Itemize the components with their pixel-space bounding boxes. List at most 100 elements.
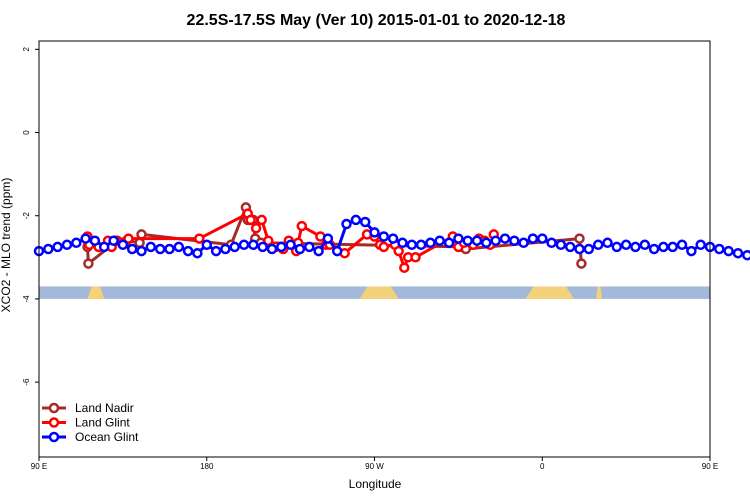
legend-label: Land Nadir (75, 401, 134, 415)
ocean-glint-point (415, 239, 427, 251)
land-region (359, 286, 399, 299)
ocean-glint-point (518, 237, 529, 249)
series-ocean-glint (33, 214, 750, 261)
ocean-glint-point (406, 239, 418, 251)
ocean-glint-point (136, 245, 147, 257)
ocean-glint-point (499, 233, 511, 244)
x-tick-label: 90 E (702, 462, 718, 471)
ocean-glint-point (359, 216, 371, 228)
ocean-glint-point (574, 243, 585, 255)
ocean-glint-point (732, 247, 744, 259)
land-glint-point (393, 245, 404, 257)
y-axis: 2 0 -2 -4 -6 (22, 47, 39, 386)
ocean-glint-point (164, 243, 175, 255)
land-glint-point (378, 241, 390, 253)
ocean-glint-point (462, 235, 473, 246)
ocean-glint-point (313, 245, 324, 257)
land-glint-point (263, 235, 274, 246)
ocean-glint-point (658, 241, 669, 253)
land-nadir-point (576, 258, 587, 269)
ocean-glint-point (378, 231, 390, 242)
ocean-glint-point (630, 241, 641, 253)
legend-swatch-marker (48, 417, 60, 428)
legend-swatch-marker (48, 402, 60, 414)
legend-swatch-marker (48, 431, 60, 443)
ocean-glint-point (509, 235, 520, 246)
ocean-glint-point (527, 233, 539, 244)
ocean-glint-point (546, 237, 557, 249)
land-glint-point (194, 233, 205, 244)
ocean-glint-point (723, 245, 734, 257)
legend-item-land-glint: Land Glint (42, 416, 130, 430)
ocean-glint-point (294, 243, 306, 255)
x-tick-label: 90 W (365, 462, 384, 471)
ocean-glint-point (434, 235, 445, 246)
ocean-glint-point (248, 239, 259, 251)
ocean-glint-point (583, 243, 595, 255)
ocean-glint-point (220, 243, 231, 255)
ocean-glint-point (350, 214, 362, 226)
ocean-glint-point (238, 239, 250, 251)
land-glint-point (296, 220, 308, 232)
y-tick-label: -2 (22, 212, 31, 220)
ocean-glint-point (602, 237, 613, 249)
land-region (596, 286, 602, 299)
land-glint-point (123, 233, 134, 244)
y-tick-label: -4 (22, 295, 31, 303)
legend-item-ocean-glint: Ocean Glint (42, 430, 139, 444)
ocean-glint-point (192, 247, 203, 259)
ocean-glint-point (742, 249, 750, 261)
ocean-glint-point (639, 239, 651, 251)
x-tick-label: 180 (200, 462, 214, 471)
ocean-glint-point (331, 245, 343, 257)
land-glint-point (250, 222, 262, 234)
land-nadir-point (83, 258, 94, 269)
ocean-glint-point (257, 241, 268, 253)
land-nadir-point (574, 233, 585, 244)
ocean-glint-point (620, 239, 632, 251)
ocean-glint-point (61, 239, 73, 251)
ocean-glint-point (341, 218, 352, 230)
ocean-glint-point (695, 239, 706, 251)
series-layer (33, 202, 750, 273)
ocean-glint-point (592, 239, 604, 251)
land-glint-point (256, 214, 267, 226)
ocean-glint-point (453, 233, 464, 244)
y-axis-label: XCO2 - MLO trend (ppm) (0, 178, 13, 313)
ocean-glint-point (564, 241, 576, 253)
ocean-glint-point (98, 241, 110, 253)
land-glint-point (399, 262, 410, 273)
x-tick-label: 90 E (31, 462, 47, 471)
ocean-glint-point (43, 243, 54, 255)
ocean-glint-point (555, 239, 567, 251)
ocean-glint-point (686, 245, 697, 257)
ocean-glint-point (89, 235, 101, 246)
ocean-glint-point (676, 239, 688, 251)
ocean-glint-point (648, 243, 660, 255)
land-region (525, 286, 574, 299)
ocean-glint-point (481, 237, 492, 249)
land-region (87, 286, 105, 299)
ocean-glint-point (322, 233, 334, 244)
ocean-glint-point (117, 239, 129, 251)
y-tick-label: -6 (22, 378, 31, 386)
ocean-glint-point (126, 243, 138, 255)
chart-title: 22.5S-17.5S May (Ver 10) 2015-01-01 to 2… (187, 12, 566, 29)
ocean-glint-point (154, 243, 166, 255)
ocean-glint-point (71, 237, 82, 249)
ocean-glint-point (173, 241, 185, 253)
ocean-glint-point (443, 237, 455, 249)
ocean-glint-point (471, 235, 483, 246)
x-axis-label: Longitude (349, 477, 402, 491)
x-axis: 90 E 180 90 W 0 90 E (31, 457, 718, 471)
land-glint-point (410, 252, 421, 263)
plot-area (33, 202, 750, 299)
ocean-glint-point (145, 241, 157, 253)
ocean-glint-point (714, 243, 725, 255)
legend-label: Land Glint (75, 416, 130, 430)
ocean-glint-point (490, 235, 501, 246)
ocean-glint-point (667, 241, 678, 253)
